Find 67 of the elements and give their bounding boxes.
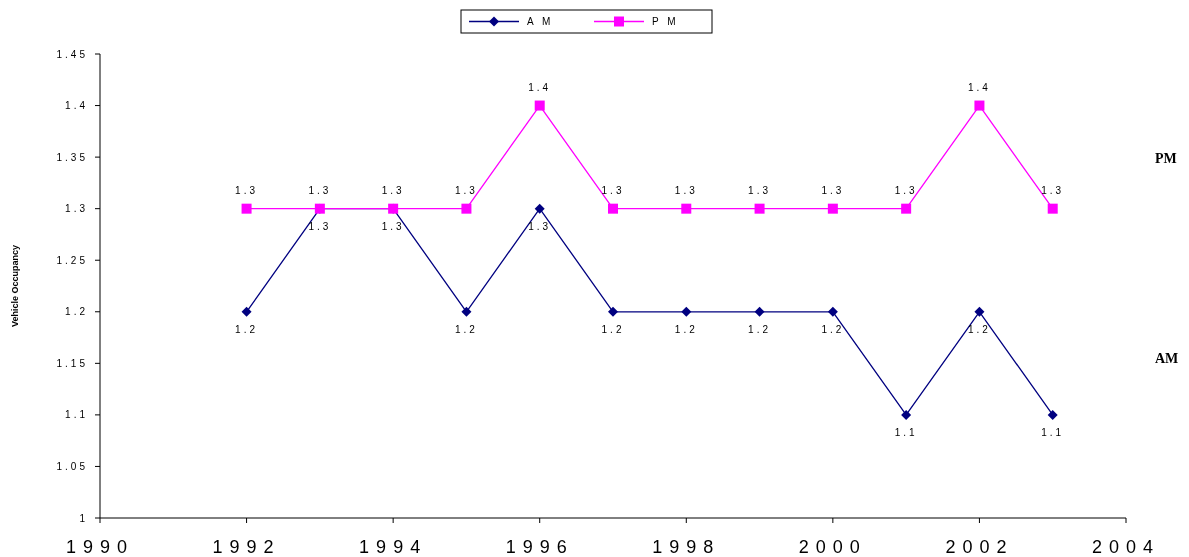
data-label: 1.3 (894, 184, 918, 196)
data-label: 1.2 (967, 323, 991, 335)
data-label: 1.3 (748, 184, 772, 196)
y-tick-label: 1.3 (65, 203, 88, 215)
point (461, 203, 472, 214)
data-label: 1.4 (528, 81, 552, 93)
point (754, 203, 765, 214)
point (901, 409, 912, 420)
y-tick-label: 1.25 (56, 254, 88, 266)
point (974, 306, 985, 317)
data-label: 1.3 (308, 220, 332, 232)
point (534, 203, 545, 214)
point (608, 306, 618, 317)
y-tick-label: 1.2 (65, 306, 88, 318)
data-label: 1.2 (454, 323, 478, 335)
x-tick-label: 2004 (1091, 537, 1161, 557)
point (534, 100, 545, 111)
point (827, 203, 838, 214)
data-label: 1.3 (1041, 184, 1065, 196)
x-tick-label: 2002 (945, 537, 1014, 557)
point (241, 203, 252, 214)
data-label: 1.3 (528, 220, 552, 232)
y-tick-label: 1.4 (65, 100, 88, 112)
text: AM (1155, 351, 1179, 366)
y-axis-title: Vehicle Occupancy (10, 244, 20, 328)
data-label: 1.3 (235, 184, 259, 196)
y-tick-label: 1.35 (56, 151, 88, 163)
data-label: 1.1 (1041, 426, 1065, 438)
data-label: 1.2 (674, 323, 698, 335)
data-label: 1.1 (894, 426, 918, 438)
x-tick-label: 2000 (798, 537, 867, 557)
point (827, 306, 838, 317)
x-tick-label: 1996 (505, 537, 574, 557)
point (241, 306, 252, 317)
point (461, 306, 472, 317)
point (754, 306, 765, 317)
point (1047, 409, 1058, 420)
x-tick-label: 1998 (652, 537, 721, 557)
point (974, 100, 985, 111)
point (681, 306, 692, 317)
point (1047, 203, 1058, 214)
data-label: 1.2 (235, 323, 259, 335)
y-tick-label: 1.05 (56, 460, 88, 472)
point (901, 203, 912, 214)
x-tick-label: 1992 (212, 537, 281, 557)
data-label: 1.3 (674, 184, 698, 196)
data-label: 1.2 (601, 323, 625, 335)
y-tick-label: 1.1 (65, 409, 88, 421)
y-tick-label: 1 (79, 512, 88, 524)
data-label: 1.3 (308, 184, 332, 196)
point (608, 203, 618, 214)
x-tick-label: 1994 (359, 537, 428, 557)
y-tick-label: 1.45 (56, 48, 88, 60)
data-label: 1.3 (601, 184, 625, 196)
point (681, 203, 692, 214)
data-label: 1.2 (748, 323, 772, 335)
data-label: 1.4 (967, 81, 991, 93)
legend-label: P M (652, 16, 679, 27)
legend-label: A M (527, 16, 554, 27)
data-label: 1.3 (821, 184, 845, 196)
text: PM (1155, 151, 1177, 166)
data-label: 1.3 (381, 220, 405, 232)
data-label: 1.2 (821, 323, 845, 335)
x-tick-label: 1990 (65, 537, 135, 557)
y-tick-label: 1.15 (56, 357, 88, 369)
data-label: 1.3 (381, 184, 405, 196)
data-label: 1.3 (454, 184, 478, 196)
